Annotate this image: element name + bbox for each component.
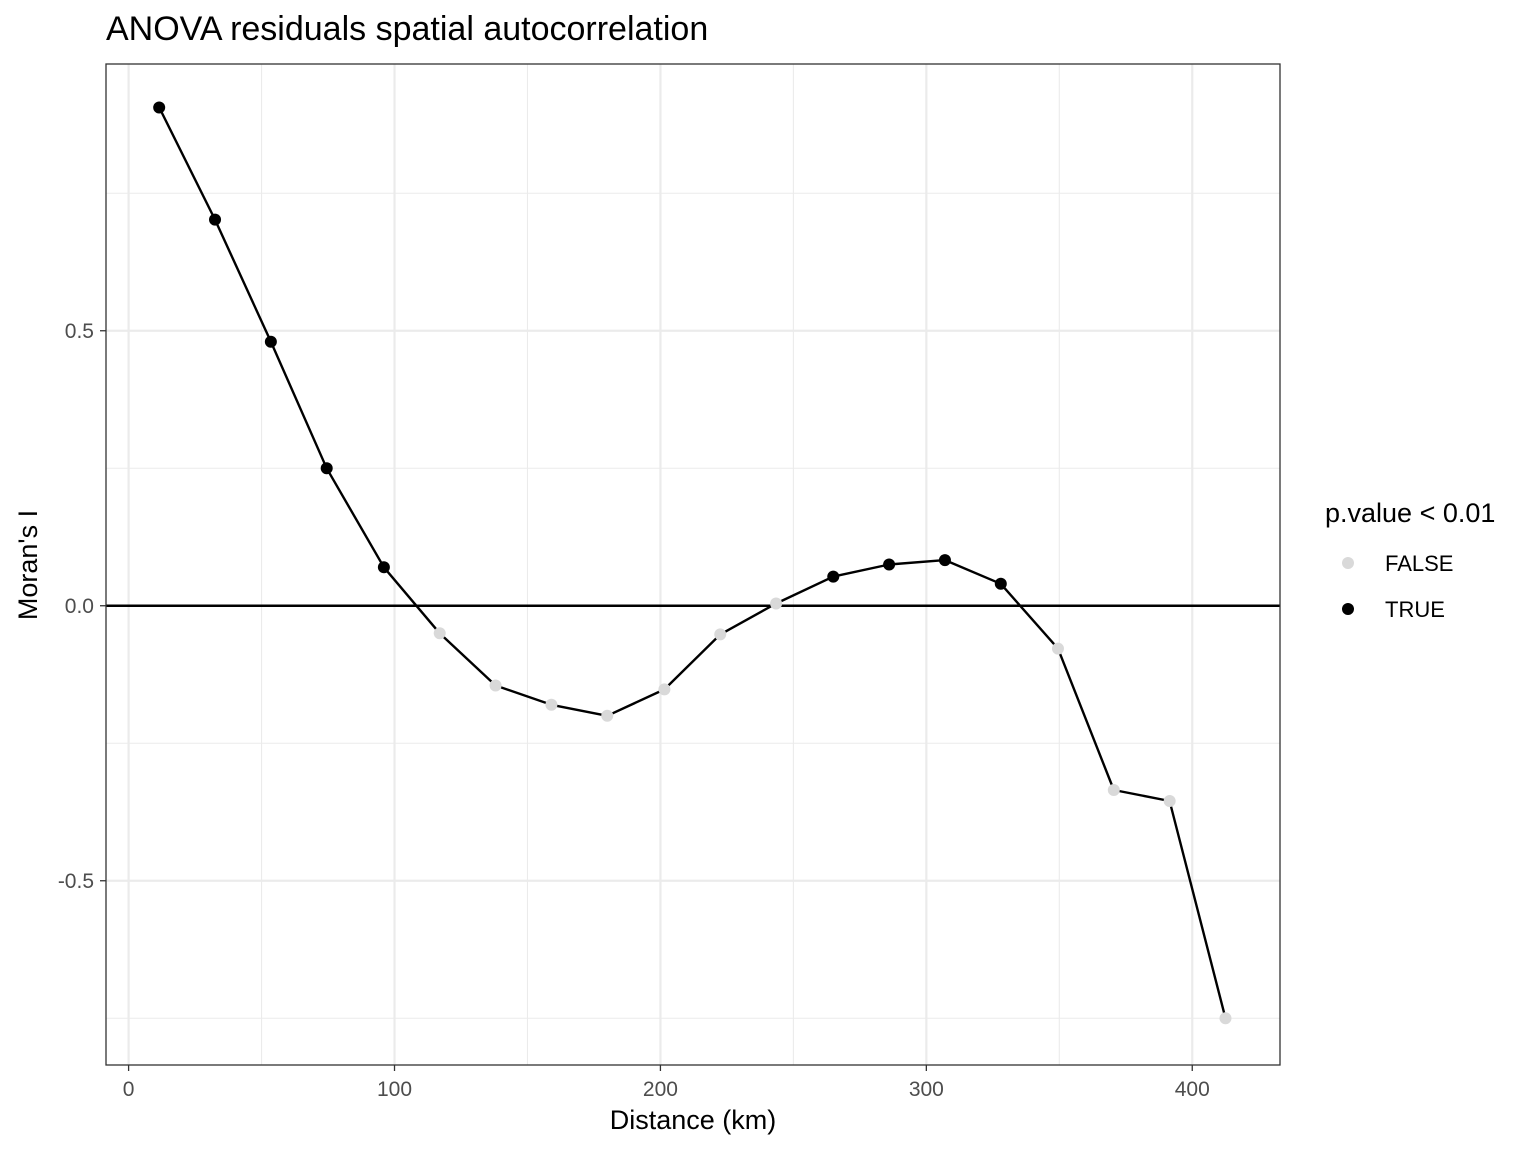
plot-panel (106, 64, 1280, 1065)
x-axis: 0 100 200 300 400 (123, 1065, 1210, 1101)
data-point-true (320, 462, 333, 475)
y-tick-label: 0.0 (65, 595, 94, 618)
chart-title: ANOVA residuals spatial autocorrelation (106, 10, 708, 48)
data-point-false (658, 683, 671, 696)
legend-key-false (1342, 557, 1354, 569)
x-tick-label: 200 (643, 1078, 678, 1101)
plot-panel-border (105, 63, 1281, 1066)
data-point-false (601, 709, 614, 722)
data-point-true (994, 577, 1007, 590)
data-point-true (209, 213, 222, 226)
minor-gridlines (106, 64, 1280, 1065)
y-tick-label: 0.5 (65, 320, 94, 343)
y-tick-label: -0.5 (58, 870, 94, 893)
x-axis-title: Distance (km) (610, 1105, 777, 1135)
data-point-false (489, 679, 502, 692)
legend-label-false: FALSE (1385, 551, 1453, 576)
legend-key-true (1342, 603, 1354, 615)
data-point-true (153, 101, 166, 114)
data-point-true (938, 554, 951, 567)
legend: p.value < 0.01 FALSE TRUE (1325, 498, 1495, 622)
data-point-false (714, 628, 727, 641)
data-point-false (1219, 1012, 1232, 1025)
data-point-false (545, 698, 558, 711)
data-point-false (1051, 642, 1064, 655)
data-point-true (377, 561, 390, 574)
x-tick-label: 400 (1175, 1078, 1210, 1101)
data-point-true (883, 558, 896, 571)
y-axis: -0.5 0.0 0.5 (58, 320, 106, 893)
legend-label-true: TRUE (1385, 597, 1445, 622)
x-tick-label: 0 (123, 1078, 135, 1101)
x-tick-label: 300 (909, 1078, 944, 1101)
data-point-true (827, 570, 840, 583)
data-points (153, 101, 1232, 1025)
data-point-false (433, 627, 446, 640)
legend-title: p.value < 0.01 (1325, 498, 1495, 528)
y-axis-title: Moran's I (13, 510, 43, 620)
data-point-false (1163, 795, 1176, 807)
x-tick-label: 100 (377, 1078, 412, 1101)
data-point-false (770, 597, 783, 610)
data-point-true (264, 335, 277, 348)
data-point-false (1107, 784, 1120, 796)
series-line (158, 106, 1227, 1019)
